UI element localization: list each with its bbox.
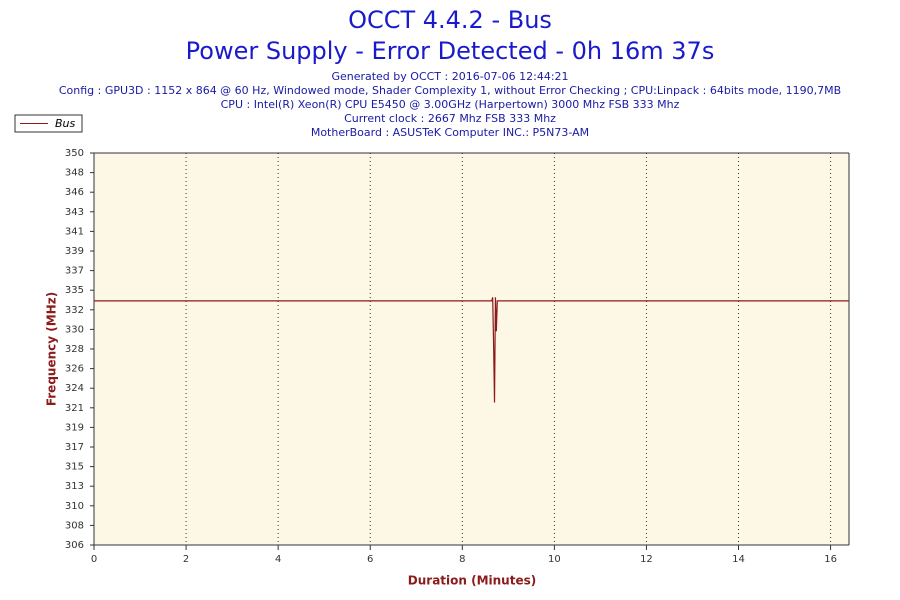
info-line: Current clock : 2667 Mhz FSB 333 Mhz [344,112,556,125]
chart-title: OCCT 4.4.2 - Bus [348,6,552,34]
x-tick-label: 16 [824,554,837,565]
info-line: CPU : Intel(R) Xeon(R) CPU E5450 @ 3.00G… [221,98,680,111]
y-tick-label: 321 [65,403,84,414]
x-axis-label: Duration (Minutes) [408,574,536,588]
x-tick-label: 6 [367,554,373,565]
y-tick-label: 330 [65,324,84,335]
y-tick-label: 326 [65,364,84,375]
y-tick-label: 339 [65,246,84,257]
series-line [94,297,849,403]
plot-area [94,153,849,545]
y-tick-label: 337 [65,266,84,277]
y-tick-label: 324 [65,383,84,394]
y-tick-label: 310 [65,501,84,512]
y-tick-label: 306 [65,540,84,551]
x-tick-label: 0 [91,554,97,565]
y-tick-label: 315 [65,462,84,473]
x-tick-label: 2 [183,554,189,565]
y-tick-label: 343 [65,207,84,218]
info-line: Config : GPU3D : 1152 x 864 @ 60 Hz, Win… [59,84,841,97]
x-tick-label: 14 [732,554,745,565]
x-tick-label: 12 [640,554,653,565]
y-tick-label: 308 [65,520,84,531]
y-tick-label: 332 [65,305,84,316]
y-tick-label: 313 [65,481,84,492]
y-axis-label: Frequency (MHz) [45,292,59,406]
x-tick-label: 8 [459,554,465,565]
y-tick-label: 350 [65,148,84,159]
legend-label: Bus [55,117,76,130]
y-tick-label: 328 [65,344,84,355]
y-tick-label: 317 [65,442,84,453]
info-line: Generated by OCCT : 2016-07-06 12:44:21 [331,70,568,83]
y-tick-label: 335 [65,285,84,296]
x-tick-label: 10 [548,554,561,565]
y-tick-label: 348 [65,168,84,179]
legend-box [14,114,83,133]
y-tick-label: 346 [65,187,84,198]
chart-subtitle: Power Supply - Error Detected - 0h 16m 3… [186,37,715,65]
info-line: MotherBoard : ASUSTeK Computer INC.: P5N… [311,126,589,139]
y-tick-label: 341 [65,226,84,237]
x-tick-label: 4 [275,554,281,565]
y-tick-label: 319 [65,422,84,433]
